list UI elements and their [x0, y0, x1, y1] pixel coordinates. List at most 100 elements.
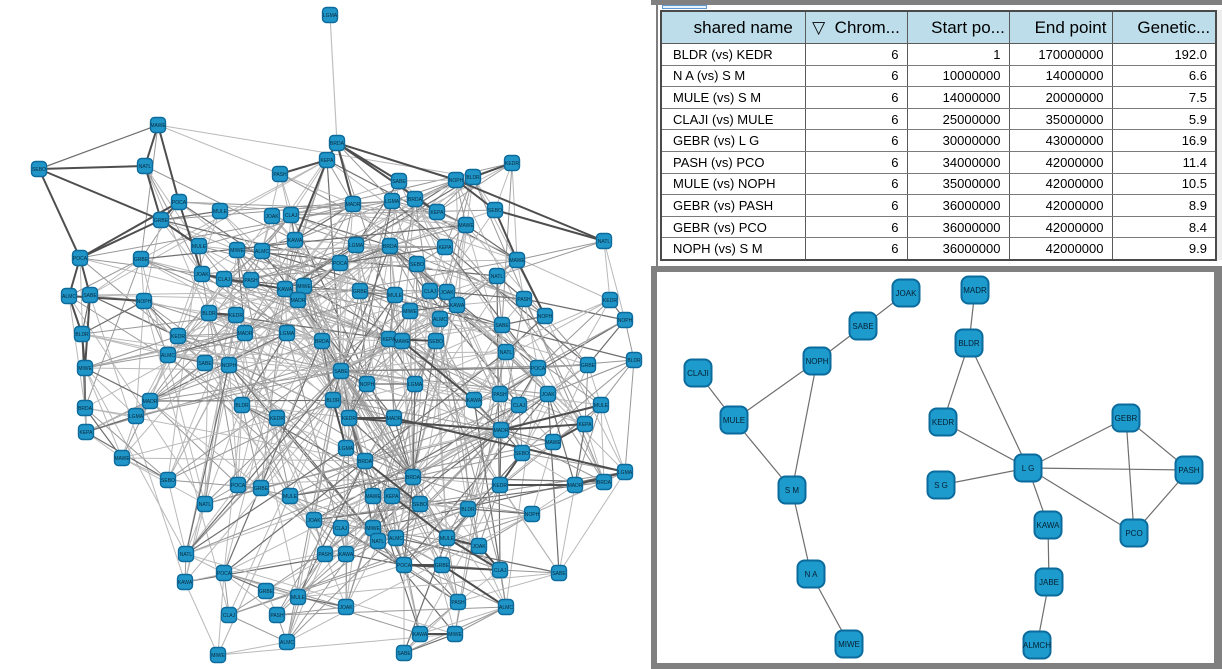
svg-text:KEDR: KEDR	[342, 416, 356, 422]
svg-text:MAWE: MAWE	[114, 456, 130, 462]
svg-text:LGMA: LGMA	[339, 446, 354, 452]
svg-text:MAWE: MAWE	[545, 440, 561, 446]
svg-text:GRBE: GRBE	[259, 589, 274, 595]
svg-text:GRBE: GRBE	[353, 289, 368, 295]
svg-text:PASH: PASH	[318, 552, 332, 558]
svg-text:MIWE: MIWE	[78, 366, 92, 372]
svg-text:MADR: MADR	[963, 286, 987, 295]
svg-text:MADR: MADR	[387, 416, 402, 422]
svg-text:BLDR: BLDR	[461, 507, 475, 513]
svg-text:KAWA: KAWA	[1037, 521, 1061, 530]
svg-text:BLDR: BLDR	[235, 403, 249, 409]
svg-text:BLDR: BLDR	[958, 339, 980, 348]
svg-text:MADR: MADR	[143, 399, 158, 405]
svg-text:MULE: MULE	[723, 416, 745, 425]
svg-text:MIWE: MIWE	[211, 653, 225, 659]
svg-text:NOPH: NOPH	[525, 512, 540, 518]
svg-text:KEDR: KEDR	[229, 313, 243, 319]
svg-text:JABE: JABE	[1039, 578, 1059, 587]
svg-text:NOPH: NOPH	[222, 363, 237, 369]
svg-text:NATL: NATL	[491, 274, 504, 280]
svg-text:MIWE: MIWE	[366, 526, 380, 532]
svg-text:KEPA: KEPA	[321, 158, 335, 164]
svg-text:CLAJ: CLAJ	[335, 526, 348, 532]
svg-text:KAWA: KAWA	[450, 303, 465, 309]
svg-text:KAWA: KAWA	[413, 632, 428, 638]
svg-text:MADR: MADR	[494, 428, 509, 434]
svg-text:ALMC: ALMC	[161, 353, 175, 359]
svg-text:PASH: PASH	[451, 600, 465, 606]
svg-text:SEBO: SEBO	[488, 208, 502, 214]
svg-text:CLAJI: CLAJI	[687, 369, 709, 378]
svg-text:MADR: MADR	[568, 483, 583, 489]
svg-text:KEPA: KEPA	[431, 210, 445, 216]
svg-text:JOAK: JOAK	[896, 289, 918, 298]
svg-text:ALMC: ALMC	[499, 605, 513, 611]
svg-text:POCA: POCA	[333, 261, 348, 267]
svg-text:SABE: SABE	[334, 369, 348, 375]
svg-text:POCA: POCA	[172, 200, 187, 206]
svg-text:SEBO: SEBO	[32, 167, 46, 173]
svg-text:PASH: PASH	[1178, 466, 1199, 475]
svg-text:KEPA: KEPA	[579, 422, 593, 428]
svg-text:KEDR: KEDR	[603, 298, 617, 304]
svg-text:MULE: MULE	[213, 209, 228, 215]
svg-text:ALMCH: ALMCH	[1023, 641, 1051, 650]
svg-text:JOAK: JOAK	[541, 392, 555, 398]
svg-text:LGMA: LGMA	[385, 199, 400, 205]
svg-text:PASH: PASH	[517, 297, 531, 303]
svg-text:KEPA: KEPA	[80, 430, 94, 436]
svg-text:NOPH: NOPH	[538, 314, 553, 320]
svg-text:GRBE: GRBE	[254, 486, 269, 492]
svg-text:SEBO: SEBO	[161, 478, 175, 484]
svg-text:NOPH: NOPH	[137, 299, 152, 305]
svg-text:MAWE: MAWE	[150, 123, 166, 129]
svg-text:POCA: POCA	[397, 563, 412, 569]
svg-text:KAWA: KAWA	[278, 287, 293, 293]
svg-text:BLDR: BLDR	[466, 175, 480, 181]
svg-text:KEPA: KEPA	[383, 337, 397, 343]
svg-text:MAWE: MAWE	[458, 223, 474, 229]
svg-text:JOAK: JOAK	[307, 518, 321, 524]
svg-text:S M: S M	[785, 486, 800, 495]
svg-text:NOPH: NOPH	[360, 382, 375, 388]
svg-text:KAWA: KAWA	[339, 552, 354, 558]
svg-text:CLAJ: CLAJ	[513, 403, 526, 409]
svg-text:MIWE: MIWE	[838, 640, 860, 649]
svg-text:MADR: MADR	[346, 202, 361, 208]
svg-text:BRDA: BRDA	[358, 459, 373, 465]
svg-text:JOAK: JOAK	[339, 605, 353, 611]
svg-text:POCA: POCA	[231, 483, 246, 489]
svg-text:MADR: MADR	[291, 298, 306, 304]
svg-text:KEDR: KEDR	[932, 418, 954, 427]
svg-text:SABE: SABE	[198, 361, 212, 367]
svg-text:LGMA: LGMA	[323, 13, 338, 19]
svg-text:BRDA: BRDA	[408, 197, 423, 203]
svg-text:MIWE: MIWE	[403, 309, 417, 315]
svg-text:SEBO: SEBO	[413, 502, 427, 508]
svg-text:BLDR: BLDR	[326, 398, 340, 404]
svg-text:NATL: NATL	[199, 502, 212, 508]
svg-text:LGMA: LGMA	[408, 382, 423, 388]
svg-text:PASH: PASH	[244, 278, 258, 284]
svg-text:L G: L G	[1022, 464, 1035, 473]
svg-text:MAWE: MAWE	[365, 494, 381, 500]
svg-text:SABE: SABE	[552, 571, 566, 577]
svg-text:POCA: POCA	[217, 571, 232, 577]
svg-text:KEDR: KEDR	[270, 416, 284, 422]
svg-text:MULE: MULE	[283, 494, 298, 500]
svg-text:SABE: SABE	[495, 323, 509, 329]
svg-text:SEBO: SEBO	[515, 451, 529, 457]
svg-text:MAWE: MAWE	[394, 339, 410, 345]
svg-text:MULE: MULE	[388, 293, 403, 299]
svg-text:NATL: NATL	[500, 350, 513, 356]
svg-text:KAWA: KAWA	[178, 580, 193, 586]
svg-text:PASH: PASH	[270, 613, 284, 619]
svg-text:NATL: NATL	[180, 552, 193, 558]
svg-text:SEBO: SEBO	[410, 262, 424, 268]
svg-text:GEBR: GEBR	[1115, 414, 1138, 423]
svg-text:BRDA: BRDA	[315, 339, 330, 345]
svg-text:S G: S G	[934, 481, 948, 490]
svg-text:JOAK: JOAK	[472, 544, 486, 550]
svg-text:JOAK: JOAK	[440, 290, 454, 296]
